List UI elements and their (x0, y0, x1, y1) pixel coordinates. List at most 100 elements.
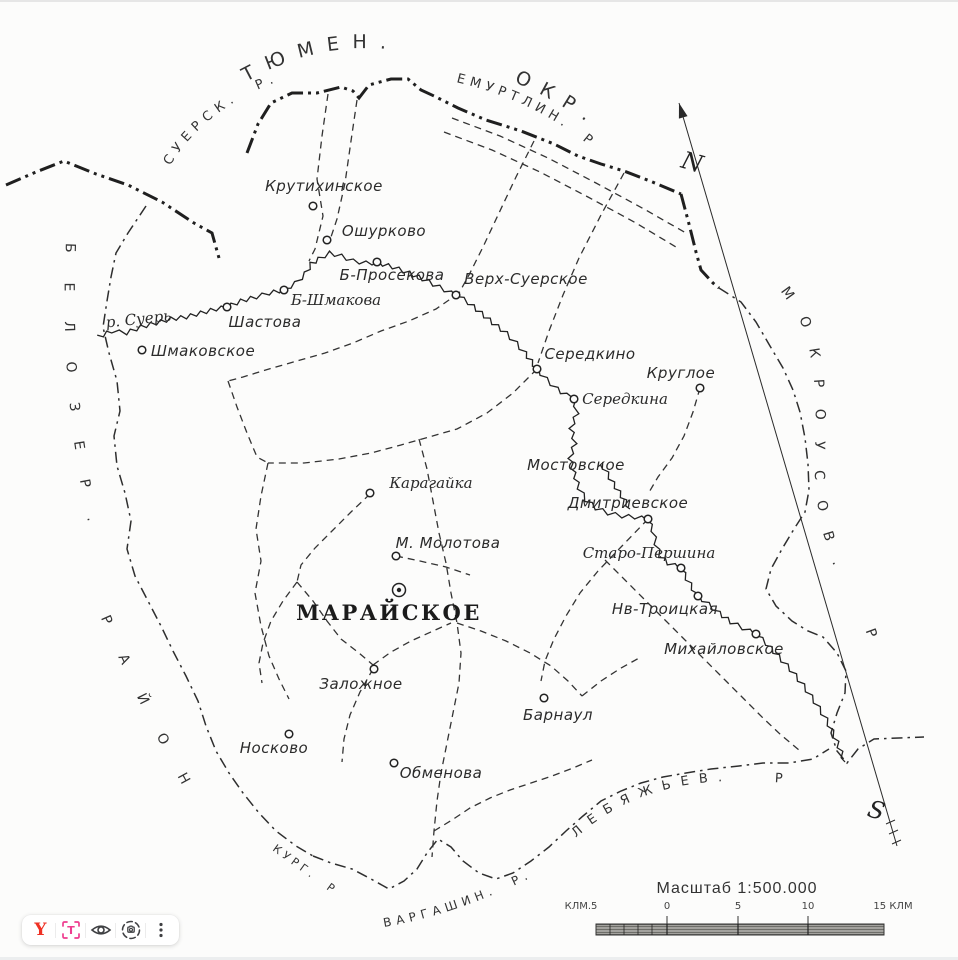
compass-arrowhead (678, 103, 688, 119)
boundary-line (372, 622, 452, 666)
settlement-marker (308, 201, 318, 211)
scale-title: Масштаб 1:500.000 (656, 880, 817, 897)
more-actions-button[interactable] (147, 917, 174, 943)
scale-tick-label: 0 (664, 901, 670, 912)
boundary-line (245, 77, 682, 196)
compass-needle (678, 102, 898, 847)
settlement-marker (539, 693, 549, 703)
settlement-label: Крутихинское (265, 177, 383, 195)
settlement-marker (369, 664, 379, 674)
toolbar-separator (55, 922, 56, 938)
boundary-line (718, 287, 925, 765)
region-label-lebyazhev-r: ЛЕБЯЖЬЕВ. Р (569, 770, 793, 841)
settlement-marker (279, 285, 289, 295)
neighbor-region-labels: ТЮМЕН.ОКР.СУЕРСК. Р. ЕМУРТЛИН. РМОКРОУСОВ… (61, 31, 887, 930)
boundary-line (581, 656, 642, 697)
scale-bar-rect (595, 923, 885, 936)
boundary-line (458, 140, 535, 294)
settlement-label: Круглое (647, 364, 715, 382)
scale-bar: Масштаб 1:500.000 КЛМ.5 0 5 10 15 КЛМ (565, 880, 913, 936)
settlement-label: Середкино (544, 345, 635, 363)
boundary-line (268, 368, 538, 464)
boundary-line (102, 205, 314, 857)
settlement-marker (695, 383, 705, 393)
search-by-image-button[interactable] (117, 917, 144, 943)
settlement-label: Носково (240, 739, 308, 757)
svg-text:T: T (67, 924, 75, 937)
compass-north-label: N (677, 146, 707, 179)
boundary-line (604, 559, 800, 751)
boundary-line (537, 172, 625, 364)
settlement-label: М. Молотова (396, 534, 501, 552)
settlement-label: Б-Просекова (340, 266, 445, 284)
boundary-line (540, 518, 649, 682)
settlement-label: Шмаковское (151, 342, 255, 360)
compass-feather (885, 819, 896, 825)
boundary-line (328, 99, 358, 244)
settlement-label: Верх-Суерское (464, 270, 588, 288)
settlement-marker (365, 488, 375, 498)
river-lines (97, 250, 846, 763)
boundary-line (679, 193, 720, 290)
settlement-label: Дмитриевское (567, 494, 689, 512)
eye-icon (90, 925, 111, 935)
south-branch (567, 398, 846, 763)
compass-feather (891, 839, 902, 845)
river-label: р. Суерь (105, 307, 172, 332)
region-label-mokrousov-r: МОКРОУСОВ. Р (777, 284, 887, 660)
settlement-marker (532, 364, 542, 374)
region-label-belozer: БЕЛОЗЕР. (61, 243, 107, 552)
kebab-menu-icon (158, 922, 163, 938)
scale-tick-label: 15 КЛМ (873, 901, 912, 912)
settlement-label: Б-Шмакова (290, 291, 381, 309)
yandex-open-button[interactable]: Y (27, 917, 54, 943)
recognize-text-button[interactable]: T (57, 917, 84, 943)
settlement-label: Михайловское (664, 640, 784, 658)
settlement-marker (284, 729, 294, 739)
camera-search-icon (121, 920, 140, 940)
settlement-marker (222, 302, 232, 312)
toggle-view-button[interactable] (87, 917, 114, 943)
boundary-line (341, 668, 374, 763)
suer-river (97, 250, 575, 400)
settlement-marker (643, 514, 653, 524)
boundary-line (227, 380, 269, 464)
boundary-line (418, 438, 462, 858)
region-label-vargashin-r: ВАРГАШИН. Р. (382, 867, 534, 930)
settlement-label: МАРАЙСКОЕ (296, 599, 482, 625)
settlement-label: Барнаул (523, 706, 593, 724)
compass-arrow: NS (677, 102, 902, 847)
settlement-label: Заложное (319, 675, 402, 693)
settlement-marker (676, 563, 686, 573)
boundary-line (227, 292, 460, 382)
settlement-marker (451, 290, 461, 300)
boundary-line (456, 622, 583, 697)
toolbar-separator (115, 922, 116, 938)
boundary-line (296, 493, 371, 583)
boundary-line (258, 581, 298, 684)
boundary-line (5, 159, 221, 259)
boundary-line (254, 462, 290, 700)
settlement-marker (137, 345, 147, 355)
settlement-marker (751, 629, 761, 639)
compass-south-label: S (864, 795, 888, 826)
settlement-marker (322, 235, 332, 245)
yandex-icon: Y (34, 919, 47, 940)
toolbar-separator (145, 922, 146, 938)
settlement-label: Старо-Першина (583, 544, 716, 562)
ocr-text-icon: T (61, 921, 80, 939)
settlement-label: Шастова (229, 313, 302, 331)
settlement-marker (389, 758, 399, 768)
settlement-label: Ошурково (342, 222, 426, 240)
settlement-marker (372, 257, 382, 267)
settlements: р. Суерь Крутихинское Ошурково Б-Просекова В… (105, 177, 784, 782)
settlement-label: Мостовское (527, 456, 625, 474)
scale-tick-label: КЛМ.5 (565, 901, 598, 912)
compass-feather (888, 829, 899, 835)
boundary-line (647, 387, 701, 495)
settlement-marker (391, 551, 401, 561)
settlement-label: Нв-Троицкая (612, 600, 718, 618)
settlement-label: Обменова (400, 764, 483, 782)
page-bottom-border (0, 957, 958, 960)
